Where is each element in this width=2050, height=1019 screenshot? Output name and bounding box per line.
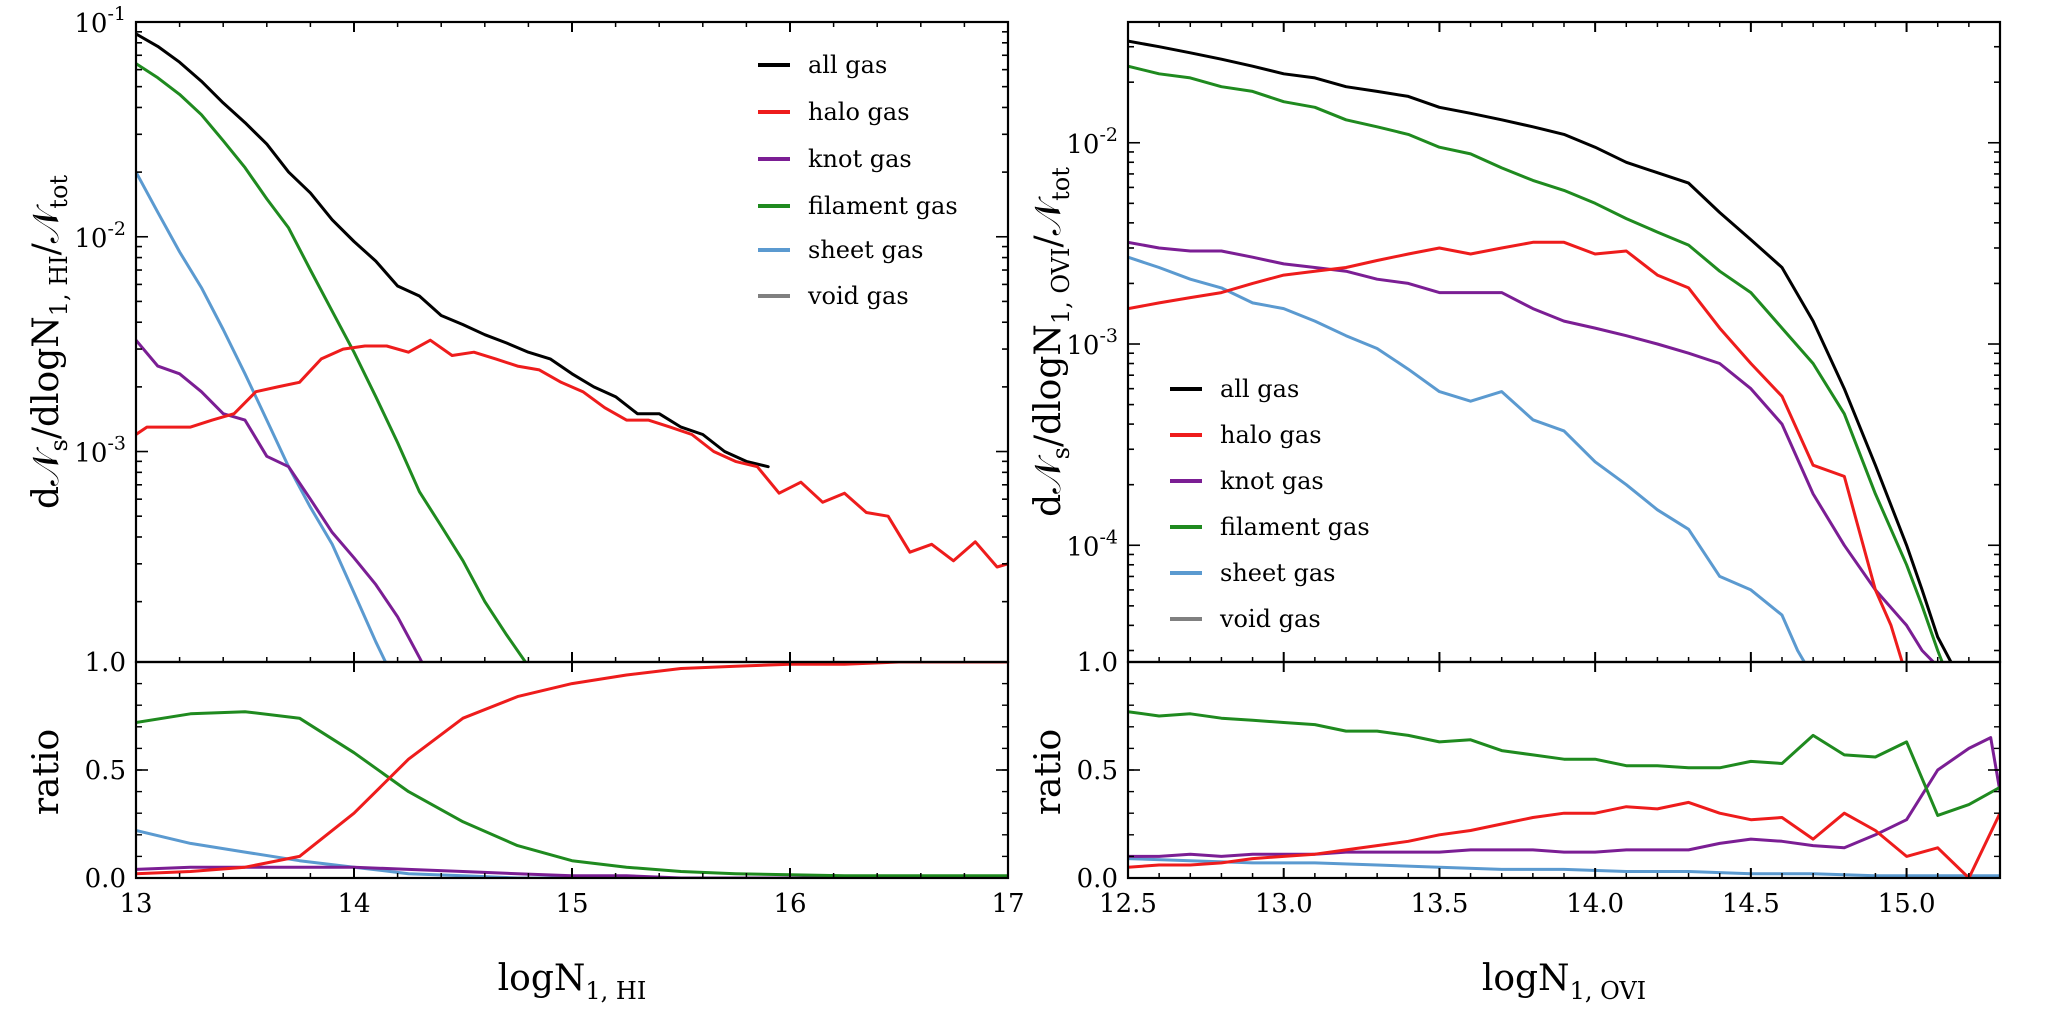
- ratio-tick-label: 1.0: [1077, 648, 1118, 678]
- series-halo-line: [136, 338, 1008, 569]
- legend-label: filament gas: [808, 192, 958, 220]
- x-tick-label: 13.5: [1410, 889, 1468, 919]
- ratio-filament-line: [1128, 710, 2000, 817]
- y-tick-label: 10-3: [74, 433, 126, 469]
- series-knot-line: [1128, 240, 1936, 662]
- legend-label: filament gas: [1220, 513, 1370, 541]
- ratio-tick-label: 1.0: [85, 648, 126, 678]
- ratio-halo-line: [136, 662, 1008, 876]
- legend-label: knot gas: [1220, 467, 1324, 495]
- legend-label: all gas: [1220, 375, 1299, 403]
- y-tick-label: 10-4: [1066, 526, 1118, 562]
- x-tick-label: 15.0: [1878, 889, 1936, 919]
- x-tick-label: 14: [337, 889, 370, 919]
- right-main-series: [1128, 39, 1953, 662]
- series-all-line: [136, 32, 770, 469]
- right-x-axis-label: logN1, OVI: [1482, 958, 1646, 1005]
- right-y-axis-label: d𝒩s/dlogN1, OVI/𝒩tot: [1028, 167, 1075, 517]
- ratio-sheet-line: [136, 829, 1008, 878]
- right-ratio-axis-label: ratio: [1028, 729, 1069, 815]
- legend-label: void gas: [1219, 605, 1321, 633]
- left-panel: 13 14 15 16 17 10-1 10-2 10-3 0.0 0.5 1.0 all gas …: [26, 3, 1025, 1005]
- left-legend: all gas halo gas knot gas filament gas s…: [758, 51, 958, 310]
- x-tick-label: 12.5: [1099, 889, 1157, 919]
- ratio-tick-label: 0.0: [85, 864, 126, 894]
- legend-label: knot gas: [808, 145, 912, 173]
- left-ticks: 13 14 15 16 17 10-1 10-2 10-3 0.0 0.5 1.0: [74, 3, 1024, 919]
- series-halo-line: [1128, 240, 1904, 662]
- series-sheet-line: [1128, 255, 1807, 662]
- ratio-tick-label: 0.5: [1077, 756, 1118, 786]
- x-tick-label: 14.0: [1566, 889, 1624, 919]
- x-tick-label: 13: [119, 889, 152, 919]
- x-tick-label: 16: [773, 889, 806, 919]
- left-ratio-frame: [134, 660, 1010, 880]
- right-ratio-series: [1128, 710, 2000, 878]
- legend-label: halo gas: [808, 98, 910, 126]
- series-all-line: [1128, 39, 1953, 662]
- ratio-tick-label: 0.0: [1077, 864, 1118, 894]
- y-tick-label: 10-1: [74, 3, 126, 39]
- right-ratio-frame: [1126, 660, 2002, 880]
- x-tick-label: 17: [991, 889, 1024, 919]
- right-ticks: 12.5 13.0 13.5 14.0 14.5 15.0 10-2 10-3 10-4 0.0 0…: [1066, 22, 2001, 919]
- left-y-axis-label: d𝒩s/dlogN1, HI/𝒩tot: [26, 175, 73, 509]
- ratio-tick-label: 0.5: [85, 756, 126, 786]
- ratio-filament-line: [136, 710, 1008, 878]
- right-panel: 12.5 13.0 13.5 14.0 14.5 15.0 10-2 10-3 10-4 0.0 0…: [1028, 20, 2002, 1005]
- legend-label: all gas: [808, 51, 887, 79]
- left-x-axis-label: logN1, HI: [498, 958, 647, 1005]
- ratio-sheet-line: [1128, 857, 2000, 878]
- legend-label: void gas: [807, 282, 909, 310]
- left-ratio-series: [136, 662, 1008, 878]
- ratio-halo-line: [1128, 800, 2000, 878]
- left-ratio-axis-label: ratio: [26, 729, 67, 815]
- legend-label: halo gas: [1220, 421, 1322, 449]
- series-filament-line: [1128, 64, 1944, 662]
- left-main-series: [136, 32, 1008, 662]
- y-tick-label: 10-2: [74, 218, 126, 254]
- x-tick-label: 13.0: [1255, 889, 1313, 919]
- y-tick-label: 10-2: [1066, 124, 1118, 160]
- series-knot-line: [136, 338, 424, 662]
- x-tick-label: 15: [555, 889, 588, 919]
- y-tick-label: 10-3: [1066, 325, 1118, 361]
- legend-label: sheet gas: [808, 236, 923, 264]
- ratio-knot-line: [1128, 736, 2000, 858]
- series-filament-line: [136, 62, 528, 662]
- right-legend: all gas halo gas knot gas filament gas s…: [1170, 375, 1370, 633]
- x-tick-label: 14.5: [1722, 889, 1780, 919]
- legend-label: sheet gas: [1220, 559, 1335, 587]
